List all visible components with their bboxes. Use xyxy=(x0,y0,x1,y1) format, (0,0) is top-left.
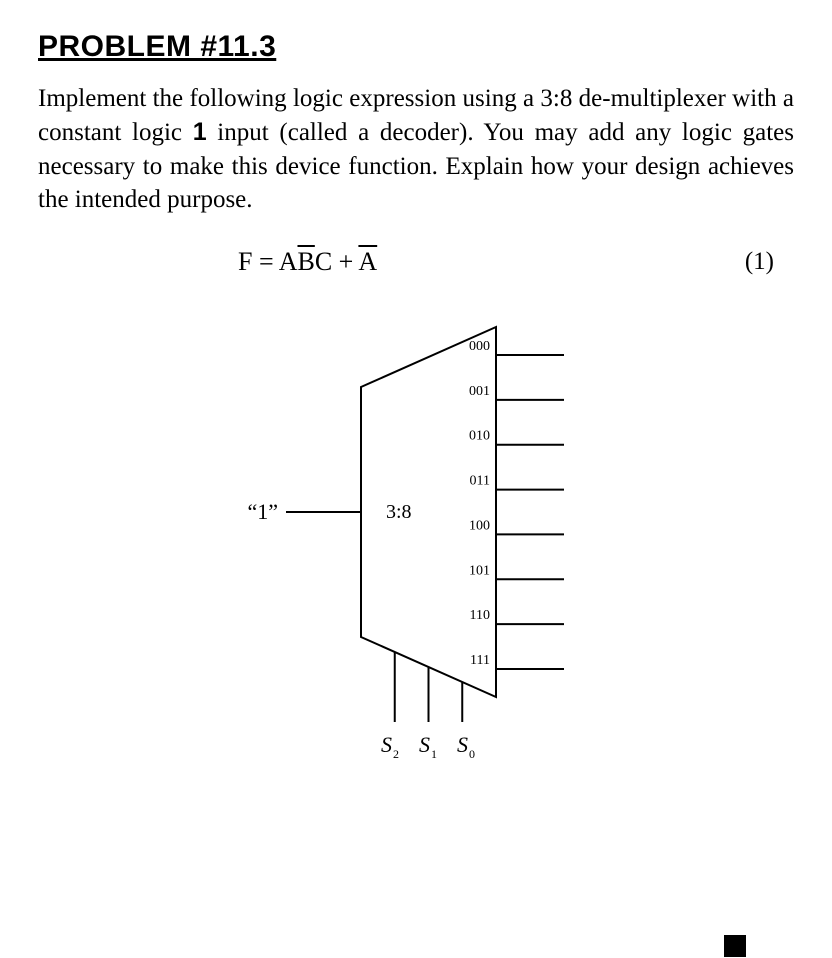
problem-statement: Implement the following logic expression… xyxy=(38,82,794,217)
svg-text:0: 0 xyxy=(469,747,475,761)
svg-text:001: 001 xyxy=(469,384,490,399)
para-bold-one: 1 xyxy=(193,118,207,146)
end-square-icon xyxy=(724,935,746,957)
svg-text:110: 110 xyxy=(470,608,490,623)
demux-diagram: “1”3:8000001010011100101110111S2S1S0 xyxy=(206,307,626,767)
eq-lhs: F = xyxy=(238,247,279,276)
svg-text:100: 100 xyxy=(469,518,490,533)
svg-text:S: S xyxy=(457,732,468,757)
eq-term1a: A xyxy=(279,247,298,276)
svg-text:111: 111 xyxy=(470,653,490,668)
svg-text:010: 010 xyxy=(469,429,490,444)
equation-number: (1) xyxy=(745,248,774,276)
eq-plus: + xyxy=(332,247,358,276)
equation-row: F = ABC + A (1) xyxy=(38,247,794,277)
svg-text:000: 000 xyxy=(469,339,490,354)
svg-text:S: S xyxy=(419,732,430,757)
equation: F = ABC + A xyxy=(238,247,377,277)
svg-text:3:8: 3:8 xyxy=(386,501,412,523)
eq-term1c: C xyxy=(315,247,332,276)
svg-text:1: 1 xyxy=(431,747,437,761)
svg-text:101: 101 xyxy=(469,563,490,578)
svg-text:S: S xyxy=(381,732,392,757)
svg-text:2: 2 xyxy=(393,747,399,761)
problem-title: PROBLEM #11.3 xyxy=(38,30,794,64)
eq-term1b: B xyxy=(297,247,314,276)
eq-term2: A xyxy=(358,247,377,276)
svg-text:“1”: “1” xyxy=(247,499,278,524)
diagram-container: “1”3:8000001010011100101110111S2S1S0 xyxy=(38,307,794,767)
svg-text:011: 011 xyxy=(470,474,490,489)
